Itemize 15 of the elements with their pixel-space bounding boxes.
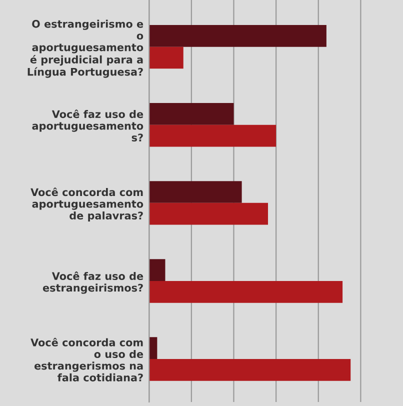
bar [149, 24, 326, 47]
bar [149, 103, 234, 125]
bar [149, 202, 268, 225]
bar [149, 337, 158, 360]
bar [149, 259, 166, 281]
y-tick-label: Você concorda com o uso de estrangerismos na fala cotidiana? [30, 338, 144, 382]
bar [149, 181, 242, 203]
bar [149, 359, 351, 381]
bar [149, 46, 184, 69]
bar [149, 124, 276, 147]
y-tick-label: Você faz uso de estrangeirismos? [42, 272, 144, 294]
y-tick-label: Você faz uso de aportuguesamento s? [32, 110, 144, 142]
y-tick-label: Você concorda com aportuguesamento de palavras? [30, 188, 144, 222]
bar [149, 280, 343, 303]
y-tick-label: O estrangeirismo e o aportuguesamento é prejudicial para a Língua Portuguesa? [28, 20, 144, 78]
